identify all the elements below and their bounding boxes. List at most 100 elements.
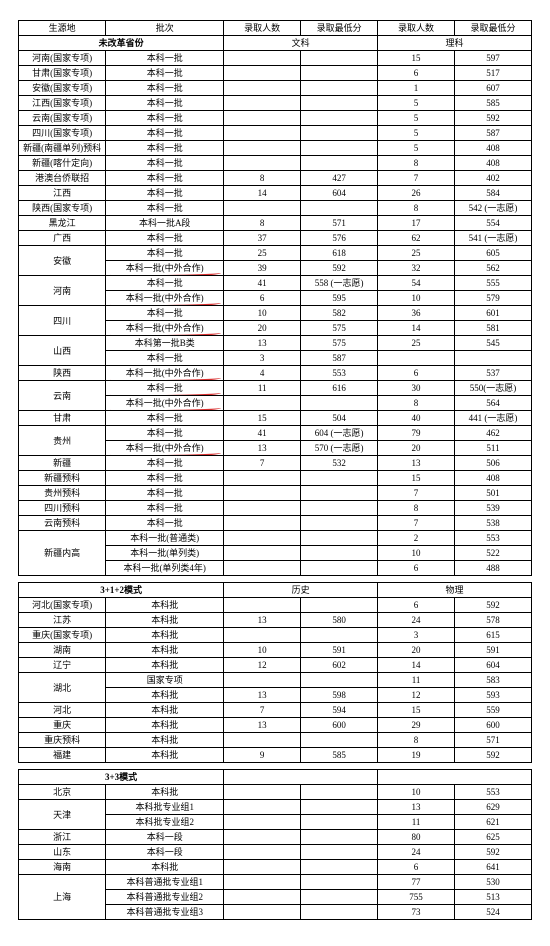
cell: [224, 770, 378, 785]
table-section1: 生源地批次录取人数录取最低分录取人数录取最低分未改革省份文科理科河南(国家专项)…: [18, 20, 532, 576]
num: 25: [378, 336, 455, 351]
score: 530: [455, 875, 532, 890]
batch: 本科一批: [106, 141, 224, 156]
origin: 浙江: [19, 830, 106, 845]
num: [378, 351, 455, 366]
num: 10: [224, 306, 301, 321]
num: [224, 141, 301, 156]
num: 41: [224, 426, 301, 441]
score: 501: [455, 486, 532, 501]
score: [301, 561, 378, 576]
num: 40: [378, 411, 455, 426]
num: 10: [378, 291, 455, 306]
score: 524: [455, 905, 532, 920]
score: 559: [455, 703, 532, 718]
score: 578: [455, 613, 532, 628]
num: 13: [224, 441, 301, 456]
num: 5: [378, 141, 455, 156]
score: [301, 501, 378, 516]
score: 600: [301, 718, 378, 733]
score: [301, 785, 378, 800]
num: 8: [378, 396, 455, 411]
score: [301, 673, 378, 688]
num: [224, 785, 301, 800]
num: 8: [378, 156, 455, 171]
batch: 本科一批(中外合作): [106, 441, 224, 456]
origin: 湖北: [19, 673, 106, 703]
origin: 四川: [19, 306, 106, 336]
num: 79: [378, 426, 455, 441]
score: 592: [455, 111, 532, 126]
origin: 重庆: [19, 718, 106, 733]
score: 581: [455, 321, 532, 336]
num: 2: [378, 531, 455, 546]
score: 604 (一志愿): [301, 426, 378, 441]
num: [224, 860, 301, 875]
origin: 陕西(国家专项): [19, 201, 106, 216]
num: 6: [378, 561, 455, 576]
batch: 本科普通批专业组2: [106, 890, 224, 905]
score: 585: [455, 96, 532, 111]
origin: 山西: [19, 336, 106, 366]
score: 592: [301, 261, 378, 276]
batch: 本科批: [106, 598, 224, 613]
num: [224, 156, 301, 171]
num: 12: [378, 688, 455, 703]
batch: 本科一批: [106, 171, 224, 186]
score: 575: [301, 336, 378, 351]
score: 584: [455, 186, 532, 201]
batch: 本科批专业组2: [106, 815, 224, 830]
batch: 本科批: [106, 748, 224, 763]
num: 13: [224, 336, 301, 351]
num: 755: [378, 890, 455, 905]
num: 13: [224, 718, 301, 733]
origin: 湖南: [19, 643, 106, 658]
num: [224, 905, 301, 920]
batch: 本科批: [106, 688, 224, 703]
origin: 甘肃: [19, 411, 106, 426]
batch: 本科普通批专业组3: [106, 905, 224, 920]
section-title: 未改革省份: [19, 36, 224, 51]
score: 553: [455, 531, 532, 546]
score: [301, 598, 378, 613]
score: 629: [455, 800, 532, 815]
num: [224, 81, 301, 96]
batch: 本科一批: [106, 186, 224, 201]
num: 1: [378, 81, 455, 96]
origin: 新疆(南疆单列)预科: [19, 141, 106, 156]
origin: 新疆: [19, 456, 106, 471]
score: 522: [455, 546, 532, 561]
score: 462: [455, 426, 532, 441]
score: 504: [301, 411, 378, 426]
score: [301, 81, 378, 96]
score: 427: [301, 171, 378, 186]
batch: 本科一批: [106, 156, 224, 171]
origin: 安徽(国家专项): [19, 81, 106, 96]
score: [301, 396, 378, 411]
batch: 国家专项: [106, 673, 224, 688]
origin: 港澳台侨联招: [19, 171, 106, 186]
score: 545: [455, 336, 532, 351]
num: [224, 598, 301, 613]
num: 11: [378, 815, 455, 830]
score: [301, 141, 378, 156]
score: 542 (一志愿): [455, 201, 532, 216]
origin: 江苏: [19, 613, 106, 628]
score: [301, 845, 378, 860]
sub-head: 物理: [378, 583, 532, 598]
batch: 本科一批(单列类4年): [106, 561, 224, 576]
num: 20: [378, 441, 455, 456]
num: [224, 66, 301, 81]
batch: 本科一段: [106, 830, 224, 845]
origin: 云南(国家专项): [19, 111, 106, 126]
origin: 贵州预科: [19, 486, 106, 501]
score: 441 (一志愿): [455, 411, 532, 426]
num: 7: [378, 486, 455, 501]
batch: 本科一批: [106, 51, 224, 66]
origin: 贵州: [19, 426, 106, 456]
score: 408: [455, 471, 532, 486]
num: 62: [378, 231, 455, 246]
num: 8: [378, 201, 455, 216]
num: [224, 546, 301, 561]
num: 11: [378, 673, 455, 688]
